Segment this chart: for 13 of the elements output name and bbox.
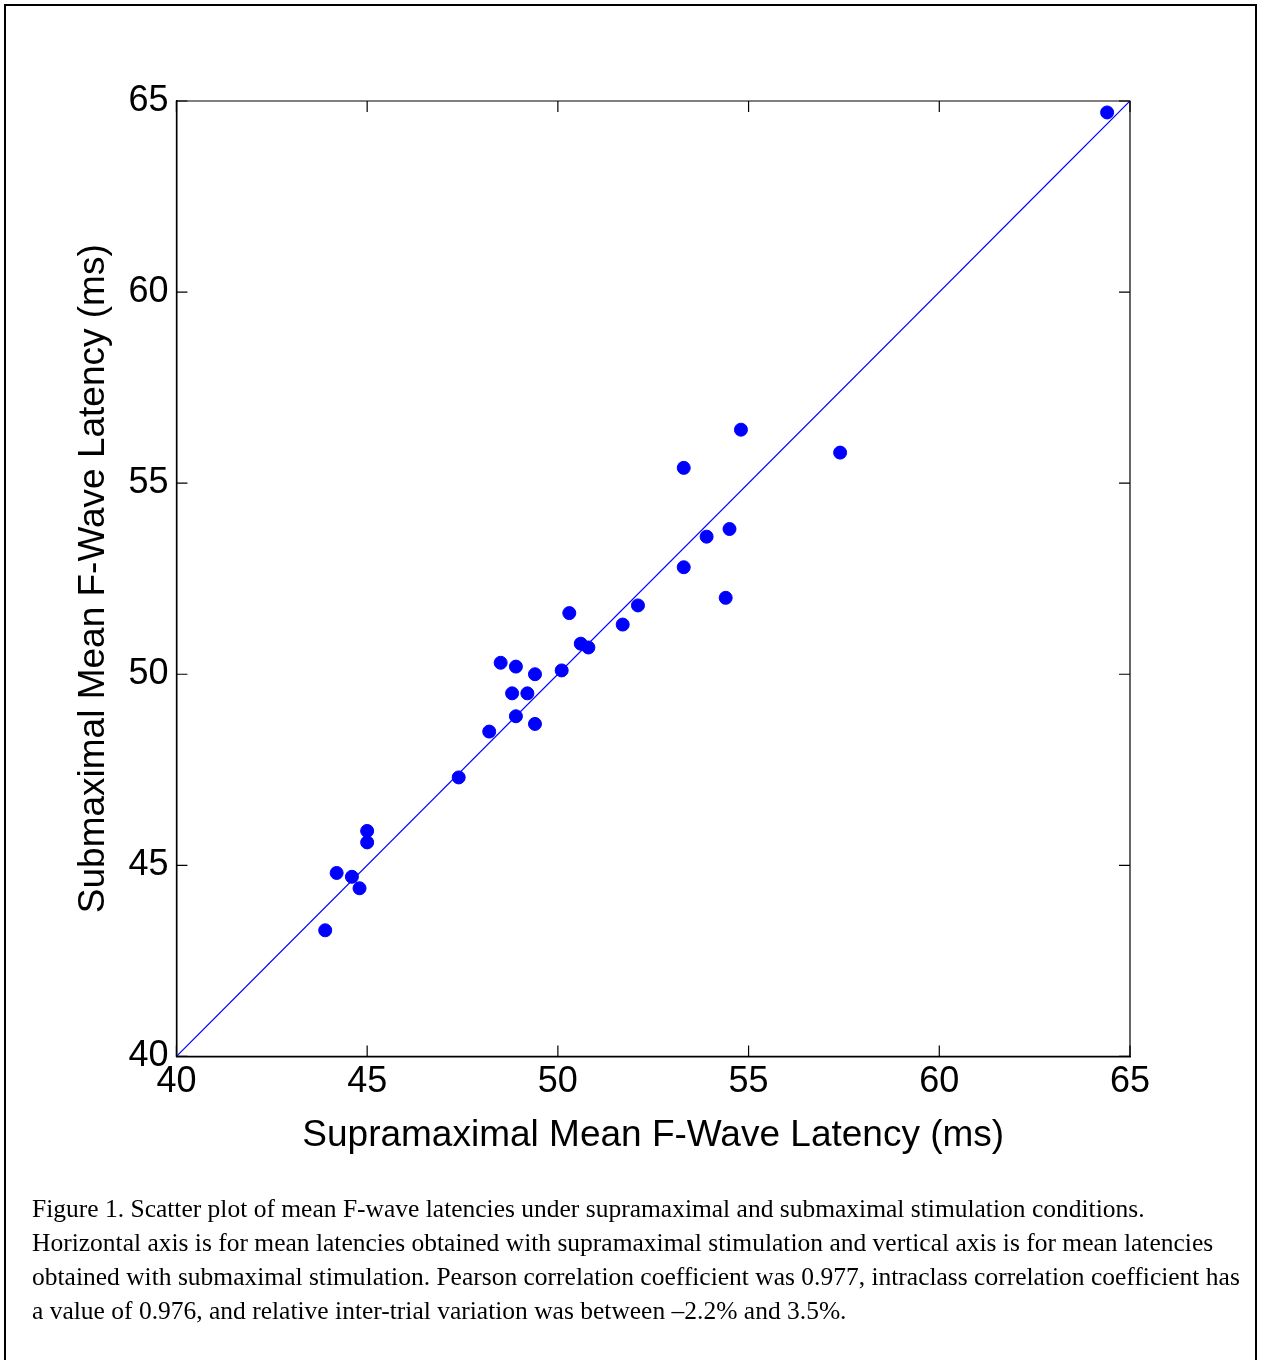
- x-axis-title: Supramaximal Mean F-Wave Latency (ms): [302, 1113, 1005, 1154]
- x-tick-label: 45: [347, 1058, 388, 1100]
- y-tick-label: 50: [128, 651, 169, 693]
- y-tick-label: 55: [128, 460, 169, 502]
- x-tick-label: 50: [537, 1058, 578, 1100]
- caption: Figure 1. Scatter plot of mean F-wave latencies under supramaximal and submaximal stimulation conditions. Horizontal axis is for mean latencies obtained with supramaximal stimulation and vertical axis is for mean latencies obtained with submaximal stimulation. Pearson correlation coefficient was 0.977, intraclass correlation coefficient has a value of 0.976, and relative inter-trial variation was between –2.2% and 3.5%.: [32, 1193, 1241, 1327]
- y-tick-label: 45: [128, 842, 169, 884]
- y-axis-title: Submaximal Mean F-Wave Latency (ms): [71, 244, 113, 914]
- y-tick-label: 65: [128, 77, 169, 119]
- x-tick-label: 60: [919, 1058, 960, 1100]
- y-tick-label: 60: [128, 269, 169, 310]
- x-tick-label: 65: [1109, 1058, 1151, 1100]
- x-tick-label: 55: [728, 1058, 769, 1100]
